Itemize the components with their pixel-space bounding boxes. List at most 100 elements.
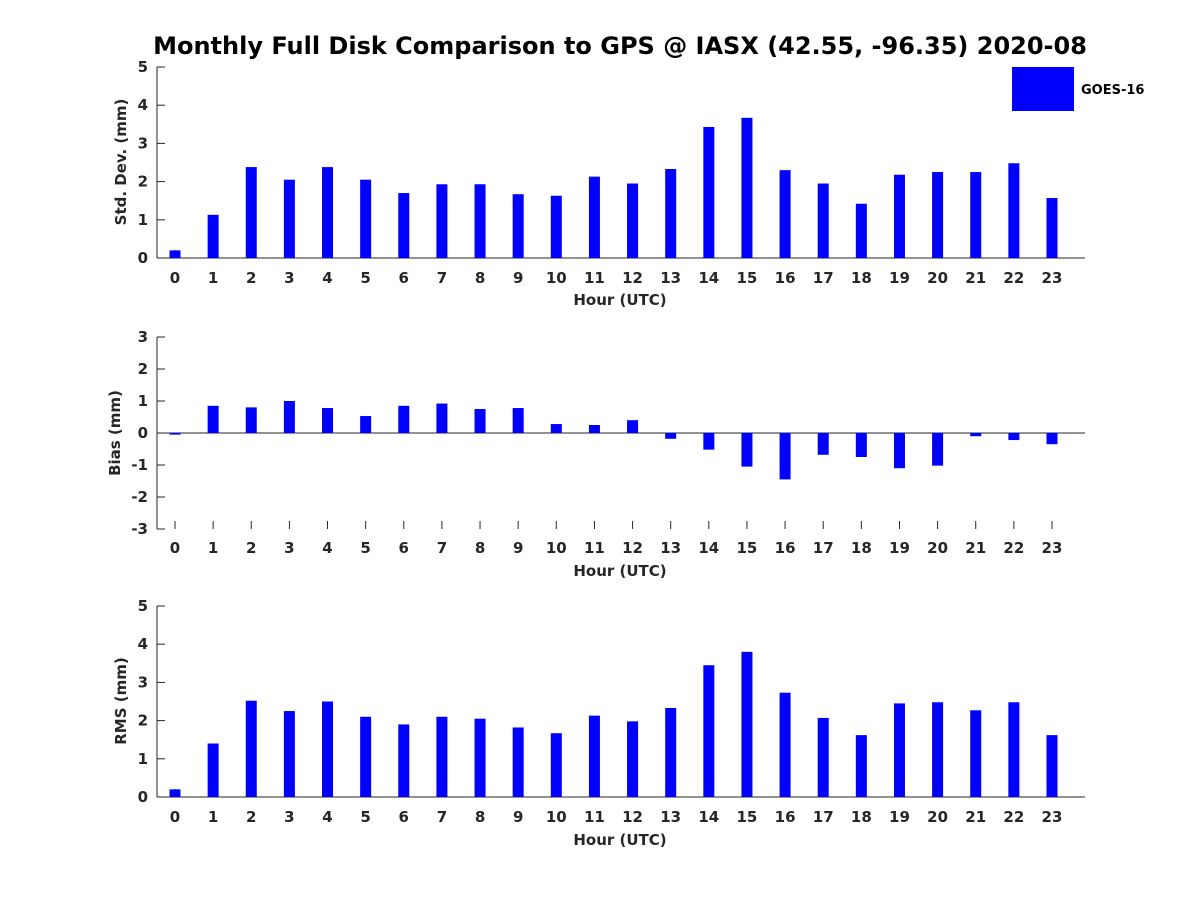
figure-title: Monthly Full Disk Comparison to GPS @ IA… [153,32,1087,60]
y-tick-label: 2 [138,173,148,191]
x-tick-label: 14 [698,808,719,826]
x-tick-label: 9 [513,539,523,557]
x-tick-label: 0 [170,269,180,287]
x-tick-label: 7 [437,269,447,287]
y-tick-label: 3 [138,134,148,152]
bar [550,424,562,433]
y-axis-label: Std. Dev. (mm) [112,99,130,226]
bar [322,167,334,258]
x-tick-label: 17 [813,808,834,826]
y-axis-label: RMS (mm) [112,657,130,744]
legend: GOES-16 [1012,67,1144,111]
x-tick-label: 21 [965,808,986,826]
x-tick-label: 23 [1042,808,1063,826]
bar [360,716,372,797]
bar [627,721,639,797]
bar [398,724,410,797]
x-tick-label: 15 [737,808,758,826]
legend-swatch [1012,67,1074,111]
x-tick-label: 5 [360,269,370,287]
bar [970,172,982,258]
bar [817,433,829,455]
x-tick-label: 18 [851,269,872,287]
bar [970,433,982,437]
bar [970,710,982,797]
bar [703,665,715,797]
bar [665,707,677,797]
x-tick-label: 17 [813,269,834,287]
bar [703,126,715,258]
bar [283,179,295,258]
bar [512,408,524,433]
bar [512,194,524,258]
x-tick-label: 17 [813,539,834,557]
bar [741,433,753,467]
bar [627,183,639,258]
x-axis-label: Hour (UTC) [573,562,666,580]
bar [207,743,219,797]
bar [855,203,867,258]
x-tick-label: 4 [322,808,332,826]
x-tick-label: 19 [889,808,910,826]
y-tick-label: 2 [138,360,148,378]
bar [855,735,867,797]
y-tick-label: -3 [131,520,148,538]
x-tick-label: 12 [622,269,643,287]
x-tick-label: 12 [622,539,643,557]
y-tick-label: 5 [138,58,148,76]
bar [665,433,677,439]
x-tick-label: 9 [513,269,523,287]
x-tick-label: 11 [584,808,605,826]
y-axis-label: Bias (mm) [106,390,124,476]
bar [283,401,295,433]
x-tick-label: 10 [546,269,567,287]
bar [283,711,295,797]
y-tick-label: 1 [138,750,148,768]
x-tick-label: 8 [475,269,485,287]
bar [932,172,944,258]
x-tick-label: 4 [322,539,332,557]
bar [588,425,600,433]
x-tick-label: 18 [851,808,872,826]
bar [1046,735,1058,797]
y-tick-label: 3 [138,328,148,346]
x-tick-label: 14 [698,539,719,557]
x-tick-label: 1 [208,539,218,557]
x-tick-label: 16 [775,808,796,826]
bar [436,403,448,433]
bar [779,692,791,797]
bar [207,405,219,433]
bar [169,789,181,797]
x-tick-label: 10 [546,539,567,557]
bar [474,718,486,797]
bar [474,409,486,433]
x-tick-label: 21 [965,539,986,557]
bar [169,433,181,435]
bar [1008,163,1020,258]
bar [550,195,562,258]
x-tick-label: 9 [513,808,523,826]
x-tick-label: 19 [889,539,910,557]
bar [627,420,639,433]
x-tick-label: 15 [737,269,758,287]
bar [817,717,829,797]
x-tick-label: 1 [208,808,218,826]
bar [398,193,410,258]
y-tick-label: 0 [138,788,148,806]
bar [245,407,257,433]
x-tick-label: 0 [170,808,180,826]
bar [322,408,334,433]
bar [588,715,600,797]
bar [741,651,753,797]
x-tick-label: 1 [208,269,218,287]
bar [360,416,372,433]
bar [1008,702,1020,797]
bar [855,433,867,457]
bar [779,170,791,258]
bar [436,184,448,258]
bar [398,405,410,433]
bar [550,733,562,797]
bar [1046,433,1058,445]
